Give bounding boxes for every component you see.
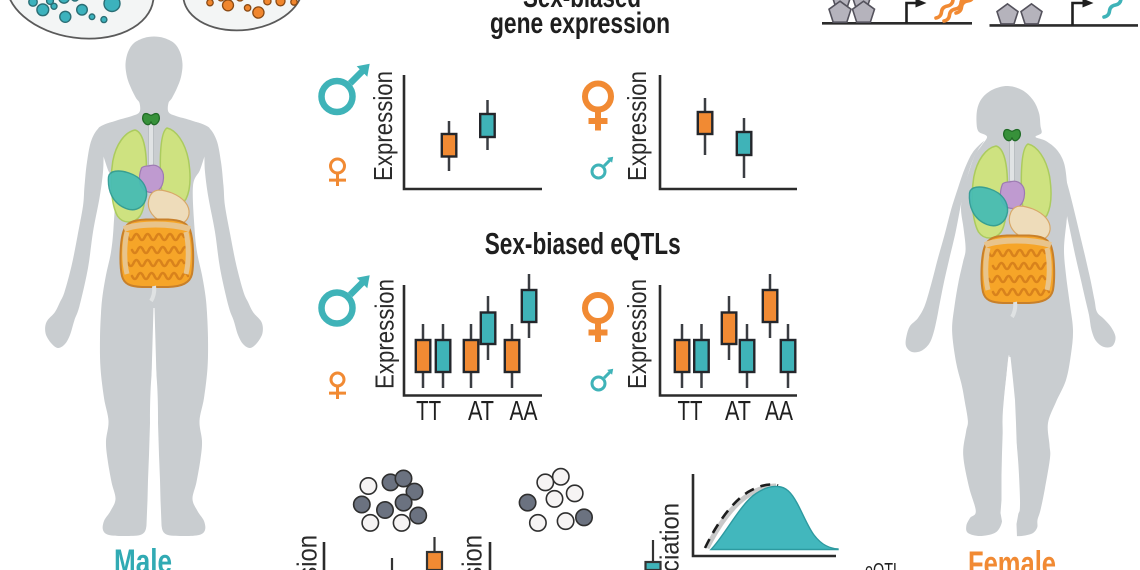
svg-text:Expression: Expression bbox=[622, 71, 652, 181]
svg-text:AT: AT bbox=[468, 395, 494, 426]
svg-text:gene expression: gene expression bbox=[490, 7, 670, 40]
svg-text:Expression: Expression bbox=[622, 279, 652, 389]
svg-text:Male: Male bbox=[114, 543, 172, 570]
svg-text:Association: Association bbox=[655, 503, 685, 570]
svg-text:AT: AT bbox=[725, 395, 751, 426]
svg-text:eQTL: eQTL bbox=[865, 560, 901, 570]
svg-text:Expression: Expression bbox=[292, 535, 323, 570]
svg-text:Sex-biased: Sex-biased bbox=[523, 0, 641, 14]
svg-text:TT: TT bbox=[678, 395, 703, 426]
svg-text:Expression: Expression bbox=[368, 71, 398, 181]
svg-text:Female: Female bbox=[968, 545, 1056, 570]
svg-text:TT: TT bbox=[416, 395, 441, 426]
svg-text:Expression: Expression bbox=[370, 279, 400, 389]
svg-text:AA: AA bbox=[765, 395, 793, 426]
svg-text:Sex-biased eQTLs: Sex-biased eQTLs bbox=[485, 226, 681, 261]
svg-text:Expression: Expression bbox=[457, 535, 488, 570]
svg-text:AA: AA bbox=[510, 395, 538, 426]
